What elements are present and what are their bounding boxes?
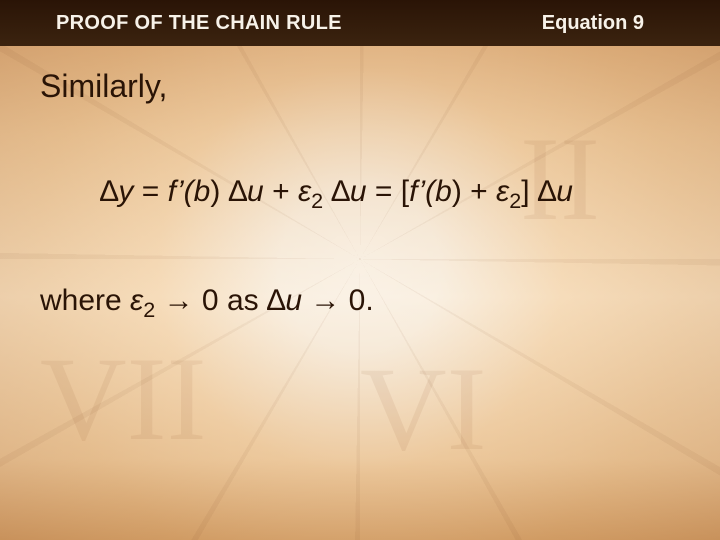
fprime: f’(: [168, 175, 194, 208]
slide-body: Similarly, ∆y = f’(b) ∆u + ε2 ∆u = [f’(b…: [40, 58, 680, 510]
eq-text: ) +: [452, 175, 496, 208]
var-u: u: [285, 284, 302, 317]
var-u: u: [556, 175, 573, 208]
epsilon: ε: [298, 175, 311, 208]
fprime: f’(: [409, 175, 435, 208]
var-b: b: [194, 175, 211, 208]
subscript: 2: [143, 297, 155, 322]
lead-text: Similarly,: [40, 68, 680, 105]
eq-text: ): [210, 175, 228, 208]
where-text: → 0 as: [155, 284, 267, 317]
slide: VII VI II PROOF OF THE CHAIN RULE Equati…: [0, 0, 720, 540]
subscript: 2: [311, 188, 323, 213]
epsilon: ε: [130, 284, 143, 317]
delta-symbol: ∆: [100, 175, 118, 208]
delta-symbol: ∆: [267, 284, 285, 317]
where-line: where ε2 → 0 as ∆u → 0.: [40, 284, 680, 323]
eq-text: = [: [367, 175, 410, 208]
eq-text: ]: [521, 175, 538, 208]
slide-subtitle: Equation 9: [542, 12, 644, 35]
epsilon: ε: [496, 175, 509, 208]
var-b: b: [435, 175, 452, 208]
var-u: u: [247, 175, 264, 208]
var-u: u: [350, 175, 367, 208]
eq-text: =: [133, 175, 167, 208]
title-bar: PROOF OF THE CHAIN RULE Equation 9: [0, 0, 720, 46]
subscript: 2: [509, 188, 521, 213]
delta-symbol: ∆: [229, 175, 247, 208]
var-y: y: [118, 175, 133, 208]
delta-symbol: ∆: [331, 175, 349, 208]
delta-symbol: ∆: [538, 175, 556, 208]
slide-title: PROOF OF THE CHAIN RULE: [56, 12, 342, 35]
where-text: → 0.: [302, 284, 374, 317]
where-text: where: [40, 284, 130, 317]
equation-line: ∆y = f’(b) ∆u + ε2 ∆u = [f’(b) + ε2] ∆u: [100, 175, 680, 214]
eq-text: +: [264, 175, 298, 208]
